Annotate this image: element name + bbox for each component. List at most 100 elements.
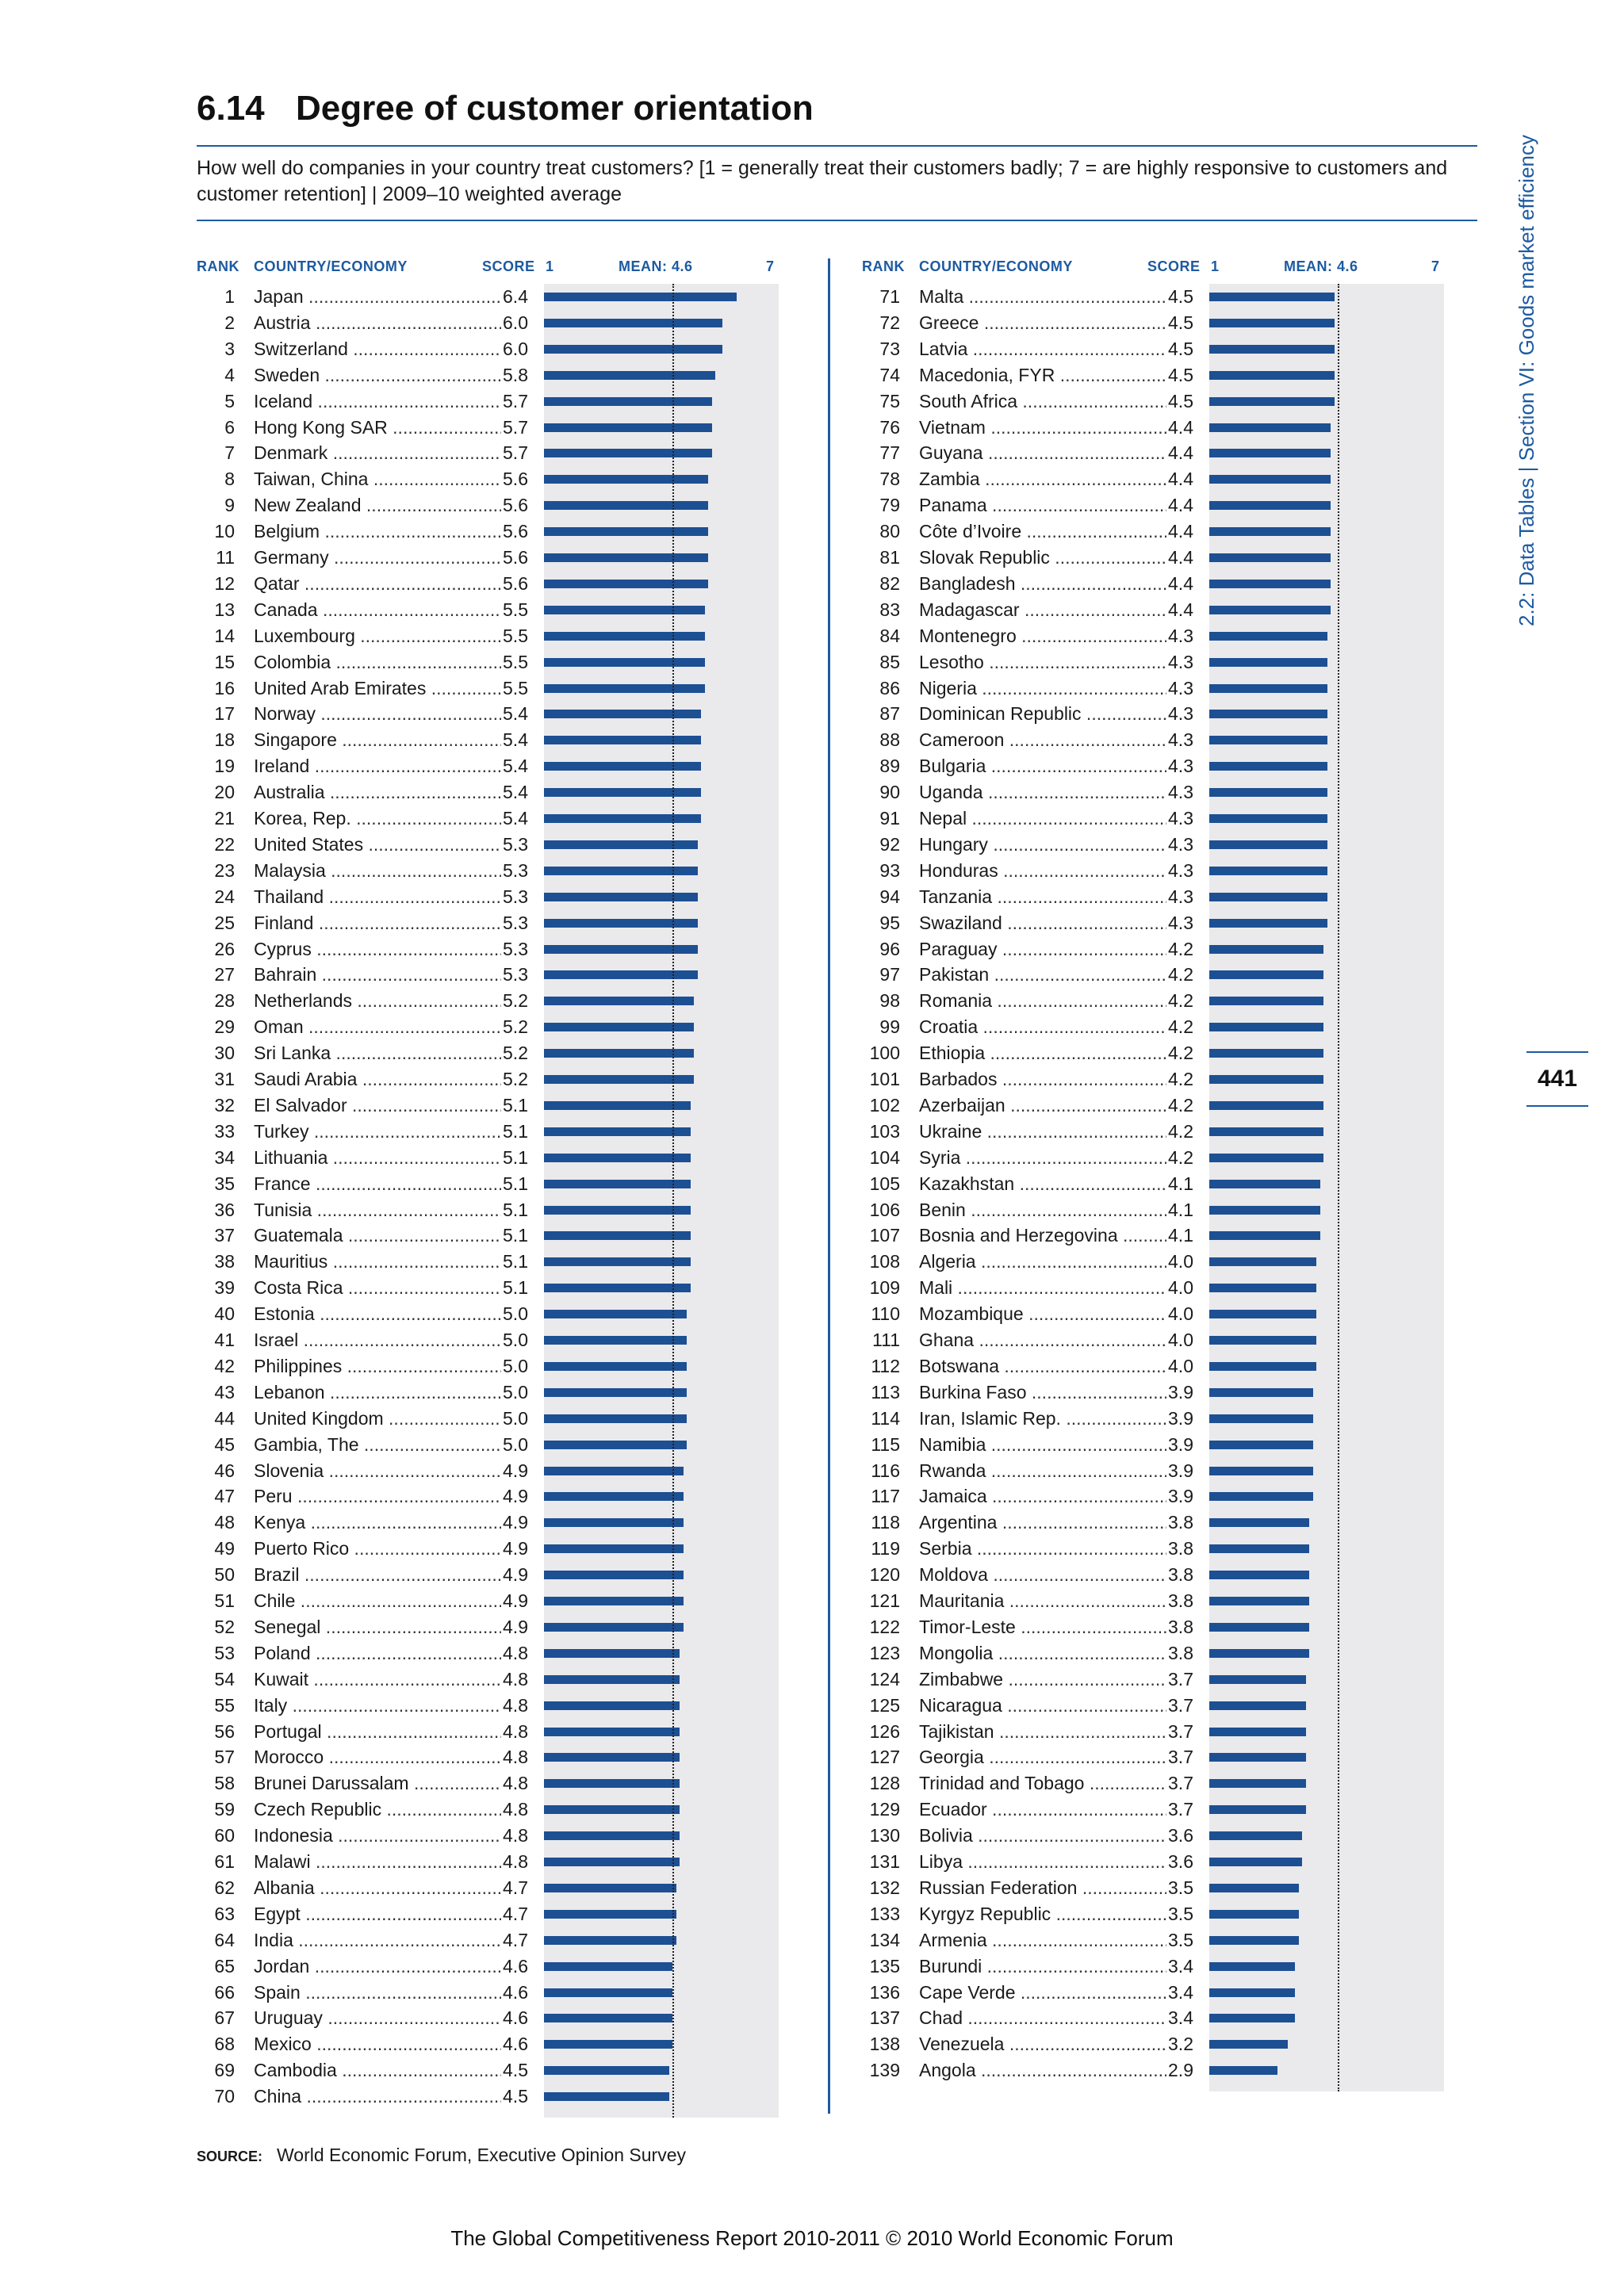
country-name: Pakistan (919, 962, 1193, 987)
country-name: Montenegro (919, 623, 1193, 649)
score-bar (544, 1701, 680, 1710)
score-bar (1209, 788, 1327, 798)
country-name: United States (254, 832, 528, 857)
score-bar (1209, 1544, 1309, 1554)
scale-min-label: 1 (546, 258, 554, 274)
rank-value: 83 (879, 599, 900, 620)
score-bar (544, 1153, 691, 1162)
score-bar (544, 370, 715, 380)
score-bar (544, 1100, 691, 1110)
table-row: 100 Ethiopia4.2 (862, 1040, 1203, 1066)
score-value: 4.8 (501, 1823, 528, 1849)
rank-value: 116 (871, 1460, 900, 1481)
table-row: 31 Saudi Arabia5.2 (197, 1066, 538, 1092)
country-name: Malta (919, 284, 1193, 309)
score-value: 6.0 (501, 335, 528, 362)
country-name: Romania (919, 988, 1193, 1013)
score-bar (544, 657, 705, 667)
score-value: 5.2 (501, 1066, 528, 1092)
score-bar (1209, 1858, 1302, 1866)
rank-value: 95 (879, 912, 900, 933)
table-row: 67 Uruguay4.6 (197, 2005, 538, 2031)
table-row: 122 Timor-Leste3.8 (862, 1613, 1203, 1640)
score-value: 6.0 (501, 309, 528, 335)
table-row: 87 Dominican Republic4.3 (862, 701, 1203, 727)
rank-value: 105 (869, 1173, 900, 1194)
score-bar (544, 1075, 694, 1084)
country-name: Cameroon (919, 727, 1193, 752)
score-bar (1209, 344, 1335, 354)
score-bar (1209, 1153, 1323, 1162)
score-bar (544, 1779, 680, 1789)
score-bar (544, 1935, 676, 1945)
score-bar (1209, 840, 1327, 849)
table-row: 18 Singapore5.4 (197, 727, 538, 753)
score-bar (1209, 970, 1323, 980)
country-name: Thailand (254, 884, 528, 909)
score-value: 5.3 (501, 883, 528, 909)
table-row: 75 South Africa4.5 (862, 388, 1203, 414)
rank-value: 49 (214, 1538, 235, 1559)
country-name: Gambia, The (254, 1432, 528, 1457)
table-row: 82 Bangladesh4.4 (862, 570, 1203, 596)
rank-value: 4 (224, 364, 235, 385)
country-name: Singapore (254, 727, 528, 752)
rank-value: 80 (879, 521, 900, 542)
score-bar (1209, 736, 1327, 745)
score-value: 3.8 (1166, 1640, 1193, 1666)
table-row: 20 Australia5.4 (197, 779, 538, 806)
score-bar (544, 2014, 672, 2023)
score-value: 3.2 (1166, 2031, 1193, 2057)
table-row: 102 Azerbaijan4.2 (862, 1092, 1203, 1118)
table-row: 64 India4.7 (197, 1927, 538, 1953)
country-name: Malaysia (254, 858, 528, 883)
table-row: 76 Vietnam4.4 (862, 414, 1203, 440)
table-row: 14 Luxembourg5.5 (197, 622, 538, 649)
score-value: 5.5 (501, 622, 528, 649)
score-value: 3.5 (1166, 1874, 1193, 1900)
table-row: 77 Guyana4.4 (862, 440, 1203, 466)
country-name: Cape Verde (919, 1980, 1193, 2005)
table-row: 3 Switzerland6.0 (197, 335, 538, 362)
score-value: 3.4 (1166, 2005, 1193, 2031)
score-bar (1209, 2040, 1288, 2049)
rank-value: 106 (869, 1199, 900, 1220)
table-row: 34 Lithuania5.1 (197, 1144, 538, 1170)
rank-value: 2 (224, 312, 235, 333)
score-bar (1209, 1648, 1309, 1658)
country-name: Nicaragua (919, 1693, 1193, 1718)
country-name: Libya (919, 1849, 1193, 1874)
rank-value: 85 (879, 651, 900, 672)
score-value: 3.9 (1166, 1431, 1193, 1457)
source-note: SOURCE: World Economic Forum, Executive O… (197, 2145, 686, 2166)
rank-value: 42 (214, 1355, 235, 1376)
country-name: Kenya (254, 1510, 528, 1535)
country-name: Serbia (919, 1536, 1193, 1561)
country-name: Russian Federation (919, 1875, 1193, 1900)
table-row: 56 Portugal4.8 (197, 1718, 538, 1744)
rank-value: 9 (224, 495, 235, 516)
country-name: Slovenia (254, 1458, 528, 1483)
table-row: 7 Denmark5.7 (197, 440, 538, 466)
table-row: 99 Croatia4.2 (862, 1014, 1203, 1040)
country-name: Madagascar (919, 597, 1193, 622)
score-bar (1209, 1727, 1306, 1736)
score-bar (544, 449, 712, 458)
score-bar (1209, 1988, 1295, 1997)
rank-value: 38 (214, 1251, 235, 1272)
country-name: Paraguay (919, 936, 1193, 962)
table-row: 130 Bolivia3.6 (862, 1823, 1203, 1849)
score-bar (544, 997, 694, 1006)
score-bar (1209, 1231, 1320, 1241)
score-bar (544, 475, 708, 484)
score-value: 2.9 (1166, 2057, 1193, 2084)
score-bar (1209, 475, 1331, 484)
score-value: 4.3 (1166, 909, 1193, 936)
score-bar (1209, 1179, 1320, 1188)
table-row: 84 Montenegro4.3 (862, 622, 1203, 649)
score-bar (1209, 814, 1327, 823)
country-name: Kyrgyz Republic (919, 1901, 1193, 1927)
table-row: 137 Chad3.4 (862, 2005, 1203, 2031)
table-row: 55 Italy4.8 (197, 1692, 538, 1718)
scale-max-label: 7 (1431, 258, 1440, 274)
